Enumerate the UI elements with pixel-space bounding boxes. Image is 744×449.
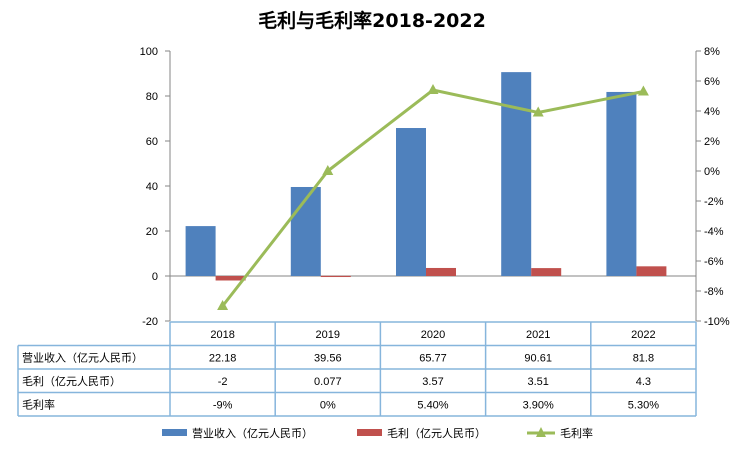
axes-layer: -20 0 20 40 60 80 100 -10% -8% -6% -4% -2% 0% 2% 4% 6% 8… — [140, 46, 730, 328]
legend-swatch — [162, 429, 187, 436]
table-value: 81.8 — [633, 352, 654, 364]
table-value: 3.51 — [527, 376, 548, 388]
table-value: 3.90% — [523, 399, 554, 411]
data-table: 2018 2019 2020 2021 2022 营业收入（亿元人民币） 22.18 39.5… — [17, 321, 697, 417]
table-category-label: 2022 — [631, 329, 655, 341]
bar-gross-profit — [426, 267, 456, 276]
table-row-label: 毛利率 — [22, 397, 55, 411]
y2-tick-label: 0% — [704, 166, 720, 178]
line-layer — [217, 84, 649, 310]
y-tick-label: 20 — [146, 226, 158, 238]
legend-swatch-marker — [536, 427, 546, 437]
table-category-label: 2019 — [316, 329, 340, 341]
y-tick-label: 40 — [146, 181, 158, 193]
table-value: -9% — [213, 399, 233, 411]
bar-gross-profit — [531, 268, 562, 276]
point-gross-margin — [532, 106, 544, 117]
bar-revenue — [606, 91, 637, 276]
table-value: 39.56 — [314, 352, 342, 364]
table-value: 65.77 — [419, 352, 447, 364]
y-tick-label: -20 — [142, 316, 158, 328]
chart-title: 毛利与毛利率2018-2022 — [258, 9, 486, 32]
table-value: 4.3 — [636, 376, 651, 388]
y-tick-label: 0 — [152, 271, 158, 283]
legend-label: 毛利率 — [560, 426, 593, 440]
table-value: 5.40% — [417, 399, 448, 411]
bar-revenue — [501, 72, 532, 276]
bar-gross-profit — [215, 276, 246, 281]
point-gross-margin — [427, 84, 439, 94]
table-category-label: 2018 — [210, 329, 234, 341]
bar-gross-profit — [320, 275, 351, 278]
table-value: -2 — [218, 376, 228, 388]
bar-revenue — [290, 186, 321, 276]
bar-revenue — [396, 128, 426, 276]
y2-tick-label: -8% — [704, 286, 724, 298]
table-value: 3.57 — [422, 376, 443, 388]
table-value: 22.18 — [209, 352, 237, 364]
bar-revenue — [185, 226, 216, 276]
table-category-label: 2021 — [526, 329, 550, 341]
bars-layer — [185, 72, 667, 281]
legend-label: 营业收入（亿元人民币） — [192, 426, 313, 440]
y-tick-label: 60 — [146, 136, 158, 148]
table-value: 90.61 — [524, 352, 552, 364]
y2-tick-label: -2% — [704, 196, 724, 208]
y2-tick-label: -4% — [704, 226, 724, 238]
point-gross-margin — [217, 300, 229, 310]
y2-tick-label: 2% — [704, 136, 720, 148]
legend: 营业收入（亿元人民币） 毛利（亿元人民币） 毛利率 — [162, 426, 593, 440]
y-tick-label: 100 — [140, 46, 158, 58]
y2-tick-label: -10% — [704, 316, 730, 328]
table-value: 5.30% — [628, 399, 659, 411]
legend-swatch — [357, 429, 382, 436]
y-tick-label: 80 — [146, 91, 158, 103]
point-gross-margin — [637, 85, 649, 96]
y2-tick-label: 4% — [704, 106, 720, 118]
table-value: 0.077 — [314, 376, 342, 388]
table-row-label: 营业收入（亿元人民币） — [22, 350, 143, 364]
y2-tick-label: -6% — [704, 256, 724, 268]
bar-gross-profit — [636, 266, 667, 276]
point-gross-margin — [322, 165, 334, 175]
table-value: 0% — [320, 399, 336, 411]
y2-tick-label: 6% — [704, 76, 720, 88]
legend-label: 毛利（亿元人民币） — [387, 427, 486, 440]
table-category-label: 2020 — [421, 329, 445, 341]
table-row-label: 毛利（亿元人民币） — [22, 375, 121, 388]
y2-tick-label: 8% — [704, 46, 720, 58]
